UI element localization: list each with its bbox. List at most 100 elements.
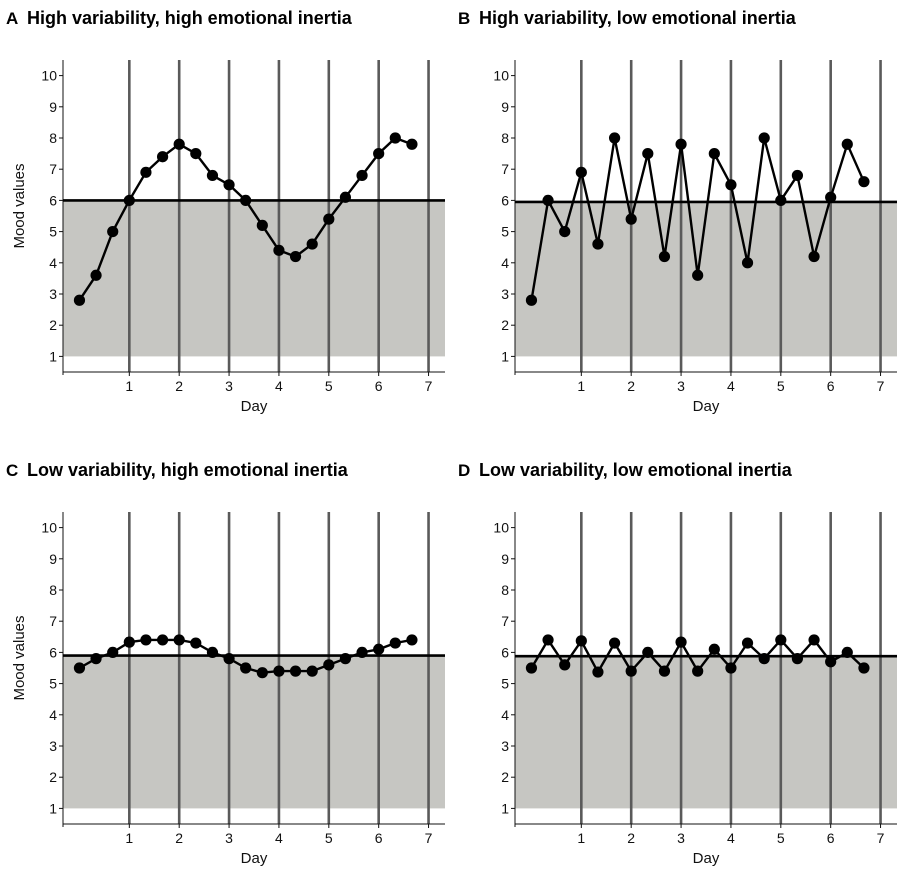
data-point bbox=[841, 646, 853, 659]
x-axis-label: Day bbox=[693, 398, 720, 415]
data-point bbox=[156, 151, 169, 163]
data-point bbox=[725, 179, 737, 191]
data-point bbox=[692, 665, 704, 677]
y-tick-label: 1 bbox=[501, 800, 509, 816]
data-point bbox=[206, 169, 219, 182]
y-tick-label: 10 bbox=[493, 520, 509, 536]
data-point bbox=[758, 132, 770, 144]
x-tick-label: 5 bbox=[777, 830, 785, 846]
y-tick-label: 9 bbox=[501, 551, 509, 567]
data-point bbox=[223, 179, 235, 191]
data-point bbox=[708, 148, 720, 160]
data-point bbox=[575, 635, 587, 647]
y-tick-label: 2 bbox=[501, 317, 509, 333]
y-tick-label: 2 bbox=[501, 769, 509, 785]
y-tick-label: 3 bbox=[49, 286, 57, 302]
x-tick-label: 4 bbox=[275, 830, 283, 846]
shaded-band bbox=[515, 656, 897, 809]
data-point bbox=[675, 636, 687, 648]
y-tick-label: 4 bbox=[501, 707, 509, 723]
data-point bbox=[758, 653, 770, 665]
data-point bbox=[356, 646, 368, 659]
data-point bbox=[542, 194, 554, 206]
data-point bbox=[323, 659, 335, 671]
data-point bbox=[373, 148, 385, 160]
data-point bbox=[406, 634, 418, 646]
data-point bbox=[273, 665, 285, 677]
shaded-band bbox=[63, 655, 445, 809]
data-point bbox=[825, 656, 837, 668]
data-point bbox=[559, 226, 571, 238]
data-point bbox=[240, 662, 252, 674]
y-tick-label: 2 bbox=[49, 317, 57, 333]
data-point bbox=[373, 643, 385, 655]
x-tick-label: 1 bbox=[125, 378, 133, 394]
data-point bbox=[525, 662, 538, 674]
data-point bbox=[123, 194, 135, 206]
y-tick-label: 5 bbox=[501, 676, 509, 692]
data-point bbox=[223, 653, 235, 665]
shaded-band bbox=[63, 200, 445, 357]
panel-title: High variability, low emotional inertia bbox=[479, 8, 797, 28]
data-point bbox=[140, 166, 152, 178]
data-point bbox=[575, 166, 587, 178]
data-point bbox=[190, 637, 202, 649]
y-tick-label: 5 bbox=[501, 224, 509, 240]
data-point bbox=[256, 667, 268, 679]
data-point bbox=[808, 634, 820, 646]
x-tick-label: 2 bbox=[175, 378, 183, 394]
data-point bbox=[156, 634, 169, 646]
data-point bbox=[356, 169, 368, 182]
data-point bbox=[240, 194, 252, 206]
y-tick-label: 10 bbox=[41, 520, 57, 536]
data-point bbox=[389, 132, 401, 144]
x-tick-label: 7 bbox=[425, 830, 433, 846]
data-point bbox=[858, 662, 870, 674]
data-point bbox=[592, 666, 604, 678]
data-point bbox=[173, 138, 185, 150]
x-axis-label: Day bbox=[241, 398, 268, 415]
data-point bbox=[140, 634, 152, 646]
y-tick-label: 6 bbox=[501, 644, 509, 660]
y-tick-label: 6 bbox=[49, 644, 57, 660]
data-point bbox=[389, 637, 401, 649]
data-point bbox=[775, 194, 787, 206]
panel-letter: D bbox=[458, 461, 470, 480]
data-point bbox=[658, 665, 671, 677]
y-tick-label: 9 bbox=[49, 551, 57, 567]
panel-title: High variability, high emotional inertia bbox=[27, 8, 353, 28]
y-tick-label: 8 bbox=[49, 130, 57, 146]
y-tick-label: 9 bbox=[49, 99, 57, 115]
x-tick-label: 3 bbox=[225, 830, 233, 846]
x-axis-label: Day bbox=[241, 850, 268, 867]
y-tick-label: 8 bbox=[501, 130, 509, 146]
data-point bbox=[123, 636, 135, 648]
data-point bbox=[825, 191, 837, 203]
data-point bbox=[406, 138, 418, 150]
data-point bbox=[90, 653, 102, 665]
y-tick-label: 2 bbox=[49, 769, 57, 785]
x-tick-label: 2 bbox=[627, 378, 635, 394]
data-point bbox=[559, 659, 571, 671]
y-tick-label: 9 bbox=[501, 99, 509, 115]
data-point bbox=[708, 643, 720, 655]
y-tick-label: 1 bbox=[501, 348, 509, 364]
y-tick-label: 10 bbox=[41, 68, 57, 84]
data-point bbox=[741, 257, 754, 269]
y-tick-label: 8 bbox=[49, 582, 57, 598]
data-point bbox=[791, 169, 804, 182]
x-tick-label: 5 bbox=[325, 830, 333, 846]
data-point bbox=[658, 250, 671, 263]
data-point bbox=[206, 646, 219, 659]
y-tick-label: 8 bbox=[501, 582, 509, 598]
data-point bbox=[190, 148, 202, 160]
data-point bbox=[791, 653, 804, 665]
x-tick-label: 2 bbox=[627, 830, 635, 846]
y-tick-label: 4 bbox=[49, 255, 57, 271]
x-tick-label: 7 bbox=[877, 378, 885, 394]
x-tick-label: 5 bbox=[325, 378, 333, 394]
data-point bbox=[525, 294, 538, 306]
x-axis-label: Day bbox=[693, 850, 720, 867]
y-tick-label: 1 bbox=[49, 800, 57, 816]
